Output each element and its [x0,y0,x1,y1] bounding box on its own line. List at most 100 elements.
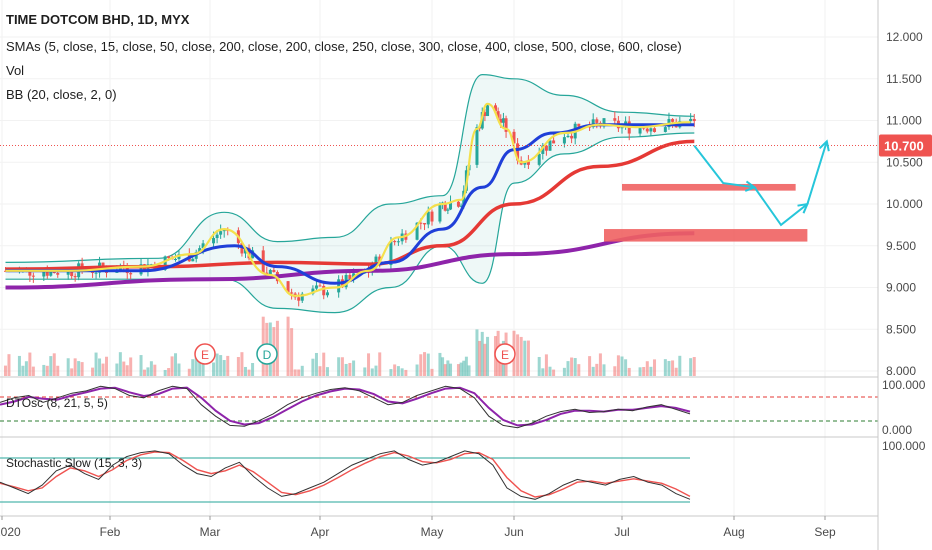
volume-bar [462,360,466,376]
volume-bar [101,363,105,376]
candle [483,109,487,122]
volume-bar [139,355,143,376]
stochastic-k-line [0,450,691,500]
volume-bar [363,367,367,376]
event-label: D [263,348,272,362]
volume-bar [322,352,326,376]
volume-bar [290,328,294,376]
volume-bar [77,361,81,376]
volume-bar [638,367,642,376]
volume-bar [219,355,223,376]
event-marker-dividend[interactable]: D [256,343,278,365]
candle [3,267,7,272]
volume-bar [28,352,32,376]
volume-bar [446,360,450,376]
candle [222,229,226,238]
volume-bar [212,362,216,376]
volume-bar [459,362,463,376]
price-axis-tick: 9.000 [886,281,916,295]
volume-bar [174,353,178,376]
time-axis-tick: Sep [814,525,836,539]
time-axis-tick: 2020 [0,525,21,539]
volume-bar [49,356,53,376]
volume-bar [73,358,77,376]
event-marker-earnings[interactable]: E [494,343,516,365]
volume-bar [177,363,181,376]
volume-bar [236,357,240,376]
volume-bar [125,365,129,376]
price-axis-tick: 9.500 [886,239,916,253]
time-axis-tick: Aug [723,525,744,539]
chart-legend: TIME DOTCOM BHD, 1D, MYX SMAs (5, close,… [6,12,682,102]
volume-bar [404,369,408,376]
volume-bar [146,367,150,376]
volume-bar [56,365,60,376]
volume-bar [297,369,301,376]
volume-bar [537,356,541,376]
volume-bar [523,340,527,376]
volume-bar [94,352,98,376]
forecast-path[interactable] [693,141,828,227]
time-axis[interactable]: 2020 Feb Mar Apr May Jun Jul Aug Sep [0,516,836,539]
volume-bar [348,362,352,376]
candle [541,142,545,160]
volume-bar [573,358,577,376]
dtosc-axis-tick: 100.000 [882,378,926,392]
event-label: E [501,348,509,362]
volume-bar [483,343,487,376]
bollinger-upper-line [5,73,695,263]
candle [423,222,427,231]
price-axis-tick: 12.000 [886,30,923,44]
volume-bar [337,357,341,376]
volume-bar [616,355,620,376]
volume-bar [667,360,671,376]
volume-bar [645,361,649,376]
volume-bar [449,363,453,376]
target-zone-box[interactable] [622,183,796,191]
volume-bar [370,368,374,376]
volume-bar [624,359,628,376]
arrow-head-icon [797,202,810,214]
volume-bar [80,362,84,376]
volume-bar [467,365,471,376]
volume-bar [17,355,21,376]
candle [438,202,442,224]
volume-bar [66,358,70,376]
volume-bar [247,369,251,376]
candle [459,203,463,208]
volume-bar [215,353,219,376]
sma-50-line [5,139,695,271]
volume-bar [598,353,602,376]
volume-bar [480,331,484,376]
stochastic-d-line [0,451,691,498]
volume-bar [201,357,205,376]
grid [0,0,878,516]
candle [322,281,326,300]
event-marker-earnings[interactable]: E [194,343,216,365]
volume-bar [456,364,460,376]
volume-bar [674,367,678,376]
volume-bar [588,356,592,376]
volume-bar [591,366,595,376]
candle [300,291,304,303]
candle [645,127,649,134]
candle [31,272,35,283]
volume-bar [251,362,255,376]
drawing-annotations[interactable] [604,139,830,242]
dtosc-pane: 100.000 0.000 [0,378,926,437]
sma-legend: SMAs (5, close, 15, close, 50, close, 20… [6,39,682,54]
volume-bar [300,365,304,376]
volume-bar [170,356,174,376]
event-label: E [201,348,209,362]
volume-bar [642,367,646,376]
volume-bar [478,340,482,376]
target-zone-box[interactable] [604,229,808,242]
candle [325,290,329,298]
vol-legend: Vol [6,63,24,78]
price-axis[interactable]: 12.000 11.500 11.000 10.500 10.000 9.500 9.000… [886,30,923,378]
time-axis-tick: Jun [504,525,523,539]
volume-bar [70,368,74,376]
volume-bar [149,361,153,376]
candle [73,273,77,282]
candle [649,127,653,137]
